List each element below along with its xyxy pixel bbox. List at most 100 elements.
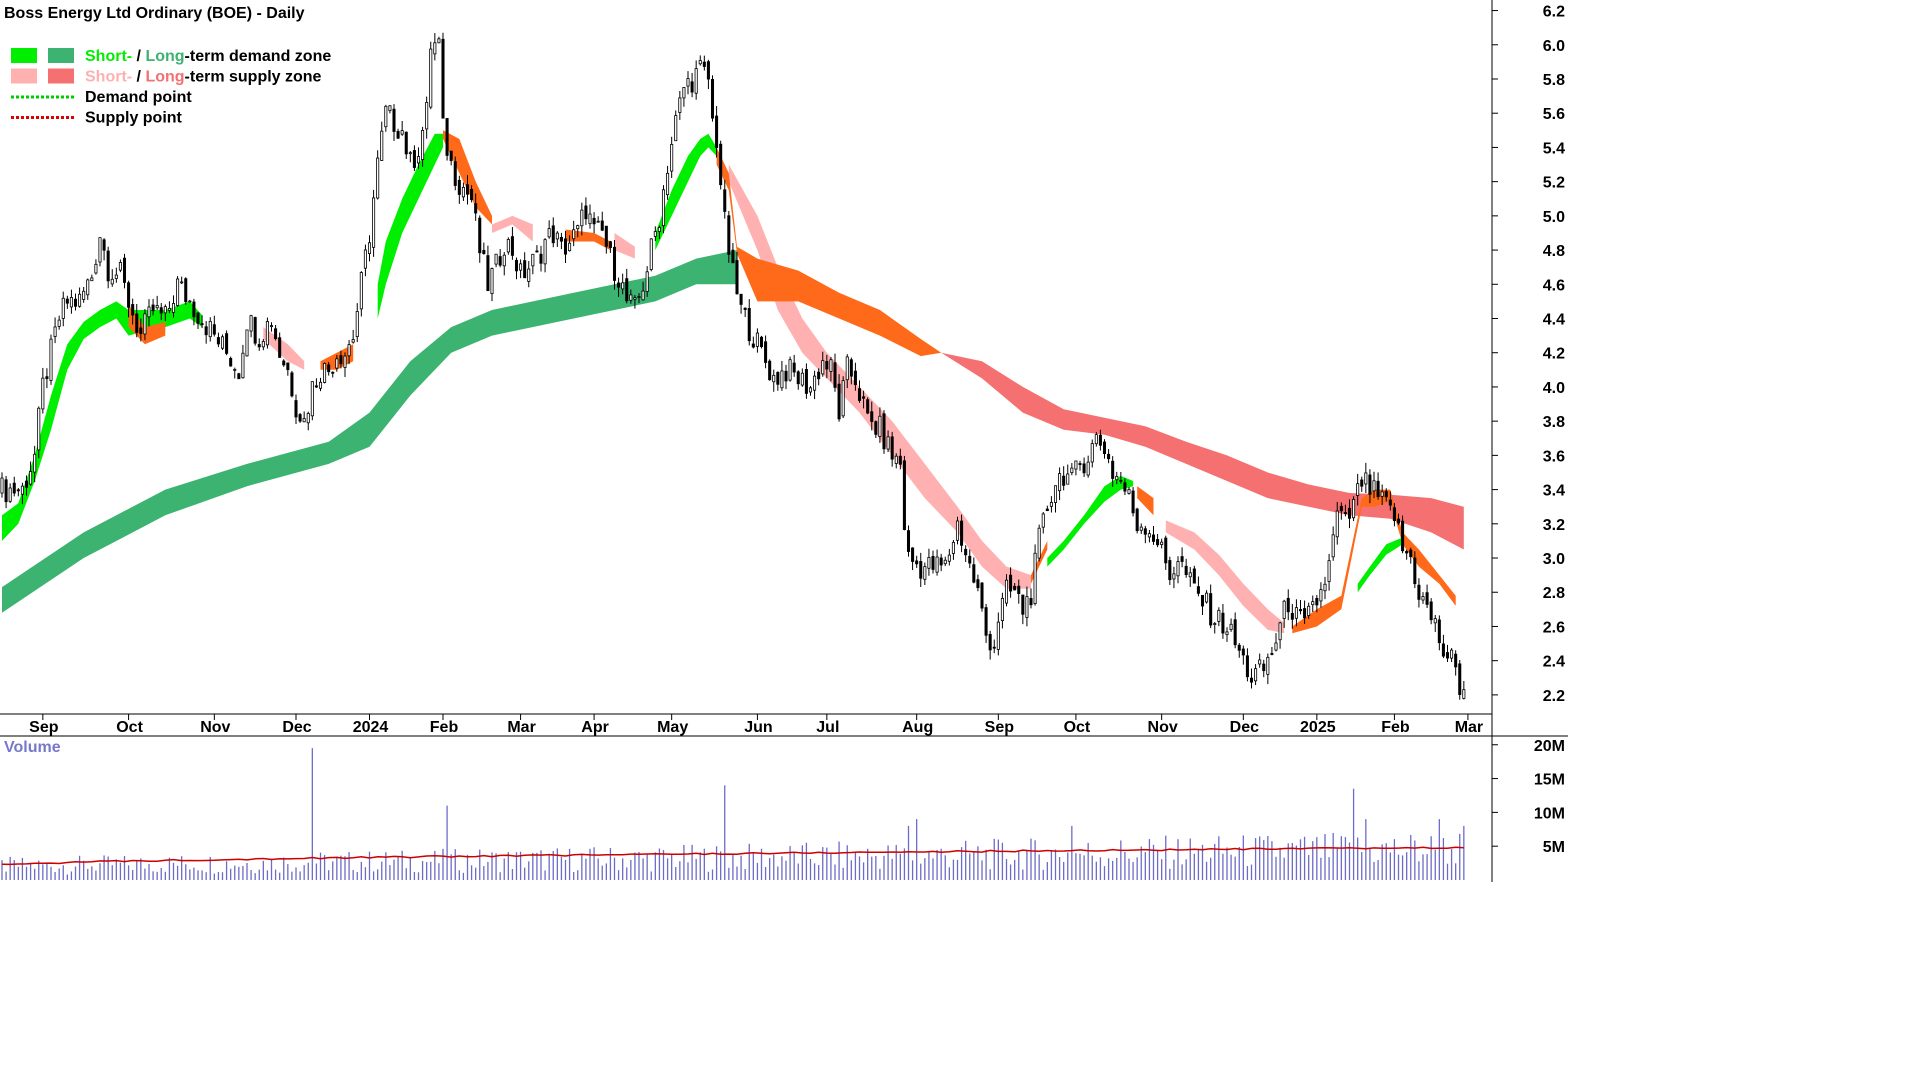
legend-label-part: -term supply zone (185, 69, 322, 86)
candle-body (429, 48, 433, 108)
candle-body (645, 271, 649, 292)
candle (988, 630, 992, 660)
candle-body (351, 339, 355, 343)
candle (49, 334, 53, 385)
candle-body (1160, 541, 1164, 545)
candle-body (1090, 443, 1094, 463)
candle-body (261, 341, 265, 348)
candle-body (445, 118, 449, 156)
candle-body (225, 333, 229, 354)
candle (421, 126, 425, 167)
candle-body (33, 453, 37, 473)
candle (747, 299, 751, 346)
candle-body (600, 220, 604, 231)
candle (1229, 618, 1233, 632)
candle (1115, 471, 1119, 485)
candle (996, 612, 1000, 656)
candle (1323, 576, 1327, 600)
legend-label: Supply point (85, 110, 183, 127)
candle (539, 245, 543, 272)
candle-body (992, 646, 996, 649)
candle-body (1241, 648, 1245, 656)
candle-body (604, 225, 608, 247)
candle-body (1396, 518, 1401, 524)
candle-body (1437, 619, 1441, 644)
candle-body (24, 480, 29, 488)
candle-body (457, 180, 461, 195)
candle-body (1102, 441, 1107, 454)
candle (61, 291, 65, 327)
candle (743, 307, 747, 317)
candle-body (702, 61, 706, 67)
candle-body (416, 156, 421, 164)
candle (367, 235, 372, 262)
candle (461, 182, 465, 201)
x-tick-label: Oct (1064, 719, 1091, 736)
candle-body (1380, 491, 1384, 497)
candle (666, 165, 670, 200)
candle (935, 549, 939, 576)
candle-body (772, 374, 776, 383)
candle-body (547, 228, 551, 238)
candle (768, 359, 772, 381)
candle (506, 237, 510, 255)
candle-body (1327, 560, 1331, 582)
candle-body (1074, 460, 1078, 470)
candle (1286, 589, 1290, 621)
candle-body (678, 97, 682, 113)
candle-body (845, 356, 849, 381)
candle (4, 475, 8, 509)
candle (751, 336, 755, 349)
candle-body (1205, 592, 1209, 603)
candle (151, 298, 155, 316)
candle (1217, 607, 1221, 627)
volume-average-line (1, 846, 1464, 866)
candle (927, 548, 931, 576)
candle-body (1058, 473, 1062, 492)
candle (1196, 576, 1200, 597)
candle (531, 253, 535, 275)
candle (257, 338, 261, 351)
candle (580, 202, 584, 236)
candle (576, 224, 580, 238)
candle-body (1462, 689, 1466, 699)
x-tick-label: Mar (1455, 719, 1483, 736)
x-tick-label: Sep (985, 719, 1015, 736)
candle-body (1286, 597, 1290, 613)
candle-body (1454, 653, 1458, 668)
candle-body (1053, 485, 1058, 503)
candle-body (208, 320, 212, 338)
axes: 2.2 2.4 2.6 2.8 3.0 3.2 3.4 3.6 3.8 4.0 4.2 4.4 4.6 4… (0, 0, 1568, 882)
candle (633, 295, 637, 309)
candle (670, 136, 674, 178)
candle-body (486, 255, 490, 292)
candle (241, 344, 245, 379)
candle-body (167, 307, 171, 311)
candle (772, 369, 776, 392)
candle (1388, 491, 1392, 511)
candle-body (151, 304, 155, 312)
candle (110, 269, 114, 287)
candle (939, 553, 943, 572)
candle-body (1192, 568, 1196, 584)
volume-tick-label: 15M (1534, 772, 1565, 789)
x-tick-label: Oct (116, 719, 143, 736)
candle-body (694, 68, 698, 94)
candle (1098, 429, 1102, 451)
candle-body (968, 555, 972, 564)
candle-body (359, 272, 363, 310)
candle-body (90, 277, 94, 282)
candle-body (576, 225, 580, 230)
candle-body (1127, 489, 1131, 494)
candle (657, 225, 661, 240)
candle (159, 303, 163, 321)
candle (1315, 595, 1319, 613)
legend-label-part: Long (145, 48, 184, 65)
candle-body (1151, 534, 1156, 542)
candle-body (649, 238, 653, 270)
candle-body (1401, 520, 1405, 552)
candle (359, 271, 363, 317)
candle (608, 240, 612, 253)
candle (392, 104, 396, 142)
candle-body (441, 38, 445, 119)
